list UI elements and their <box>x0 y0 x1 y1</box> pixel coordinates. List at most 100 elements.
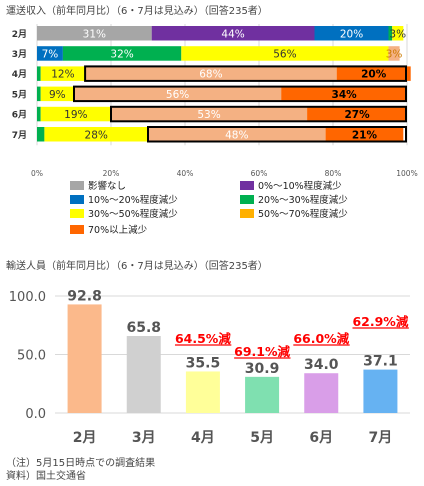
x-tick-label: 60% <box>251 169 268 178</box>
legend-swatch <box>70 209 84 218</box>
legend-label: 0%～10%程度減少 <box>258 180 342 192</box>
bar-segment <box>325 127 404 142</box>
bar-segment <box>37 26 152 41</box>
bar <box>363 369 398 413</box>
value-label: 65.8 <box>126 320 161 336</box>
data-label: 9% <box>49 89 66 101</box>
y-tick-label: 50.0 <box>17 349 46 364</box>
bar-segment <box>392 26 404 41</box>
data-label: 28% <box>85 129 108 141</box>
x-tick-label: 100% <box>396 169 417 178</box>
data-label: 20% <box>361 69 387 81</box>
reduction-annotation: 62.9%減 <box>352 314 408 329</box>
footnote-survey-date: （注）5月15日時点での調査結果 <box>6 458 156 469</box>
footnote-source: 資料）国土交通省 <box>6 471 86 482</box>
category-label: 3月 <box>132 430 156 446</box>
bar <box>245 376 280 413</box>
legend-swatch <box>240 181 254 190</box>
value-label: 37.1 <box>363 354 398 370</box>
bar-segment <box>40 86 74 102</box>
highlight-outline <box>110 105 407 123</box>
bar <box>185 371 220 413</box>
bar-segment <box>281 86 407 102</box>
category-label: 5月 <box>250 430 274 446</box>
data-label: 56% <box>273 48 296 60</box>
reduction-annotation: 64.5%減 <box>175 331 231 346</box>
bar-segment <box>37 46 63 61</box>
value-label: 92.8 <box>67 288 102 304</box>
bar-segment <box>388 26 393 41</box>
stacked-chart-title: 運送収入（前年同月比）（6・7月は見込み）（回答235者） <box>6 6 268 17</box>
data-label: 19% <box>64 109 87 121</box>
bar-segment <box>148 127 326 142</box>
data-label: 31% <box>83 28 106 40</box>
passenger-bar-chart: 0.0 50.0 100.0 92.8 2月 65.8 3月 35.5 4月 30.9 5月 34.0… <box>9 288 410 446</box>
x-tick-label: 40% <box>177 169 194 178</box>
data-label: 12% <box>51 69 74 81</box>
data-label: 48% <box>225 129 248 141</box>
legend-label: 70%以上減少 <box>88 224 148 236</box>
category-label: 7月 <box>12 130 27 141</box>
footnotes: （注）5月15日時点での調査結果 資料）国土交通省 <box>6 457 155 483</box>
category-label: 5月 <box>12 89 27 100</box>
data-label: 21% <box>352 129 378 141</box>
category-label: 2月 <box>73 430 97 446</box>
category-label: 2月 <box>12 29 27 40</box>
data-label: 56% <box>166 89 189 101</box>
category-label: 6月 <box>12 110 27 121</box>
bar-segment <box>151 26 315 41</box>
y-tick-label: 100.0 <box>9 290 46 305</box>
data-label: 34% <box>332 89 358 101</box>
bar <box>126 336 161 413</box>
data-label: 68% <box>199 69 222 81</box>
bar-segment <box>181 46 389 61</box>
x-tick-label: 80% <box>325 169 342 178</box>
bar-segment <box>40 66 86 81</box>
legend-label: 20%～30%程度減少 <box>258 194 348 206</box>
x-tick-label: 0% <box>31 169 43 178</box>
x-tick-label: 20% <box>103 169 120 178</box>
category-label: 6月 <box>309 430 333 446</box>
bar-chart-title: 輸送人員（前年同月比）（6・7月は見込み）（回答235者） <box>6 261 268 272</box>
highlight-outline <box>84 65 407 82</box>
bar-segment <box>37 127 45 142</box>
bar-segment <box>85 66 337 81</box>
value-label: 34.0 <box>304 357 339 373</box>
bar-segment <box>37 86 41 102</box>
data-label: 32% <box>110 48 133 60</box>
bar-segment <box>336 66 411 81</box>
legend-label: 影響なし <box>88 180 126 192</box>
data-label: 53% <box>197 109 220 121</box>
data-label: 7% <box>42 48 59 60</box>
bar-segment <box>37 66 41 81</box>
category-label: 7月 <box>369 430 393 446</box>
bar-segment <box>40 106 112 122</box>
legend-label: 10%～20%程度減少 <box>88 194 178 206</box>
data-label: 3% <box>386 48 403 60</box>
bar-segment <box>74 86 282 102</box>
value-label: 30.9 <box>245 361 280 377</box>
legend-label: 30%～50%程度減少 <box>88 208 178 220</box>
highlight-outline <box>73 85 407 103</box>
category-label: 3月 <box>12 49 27 60</box>
data-label: 44% <box>221 28 244 40</box>
highlight-outline <box>147 126 407 143</box>
legend-swatch <box>240 209 254 218</box>
value-label: 35.5 <box>186 355 221 371</box>
bar-segment <box>388 46 400 61</box>
bar <box>304 373 339 413</box>
bar-segment <box>44 127 148 142</box>
data-label: 20% <box>340 28 363 40</box>
bar <box>67 304 102 413</box>
bar-segment <box>37 106 41 122</box>
legend-swatch <box>240 195 254 204</box>
legend-label: 50%～70%程度減少 <box>258 208 348 220</box>
bar-segment <box>111 106 308 122</box>
legend-swatch <box>70 195 84 204</box>
bar-segment <box>62 46 182 61</box>
legend-swatch <box>70 181 84 190</box>
bar-segment <box>314 26 389 41</box>
category-label: 4月 <box>12 69 27 80</box>
data-label: 27% <box>344 109 370 121</box>
legend-swatch <box>70 225 84 234</box>
